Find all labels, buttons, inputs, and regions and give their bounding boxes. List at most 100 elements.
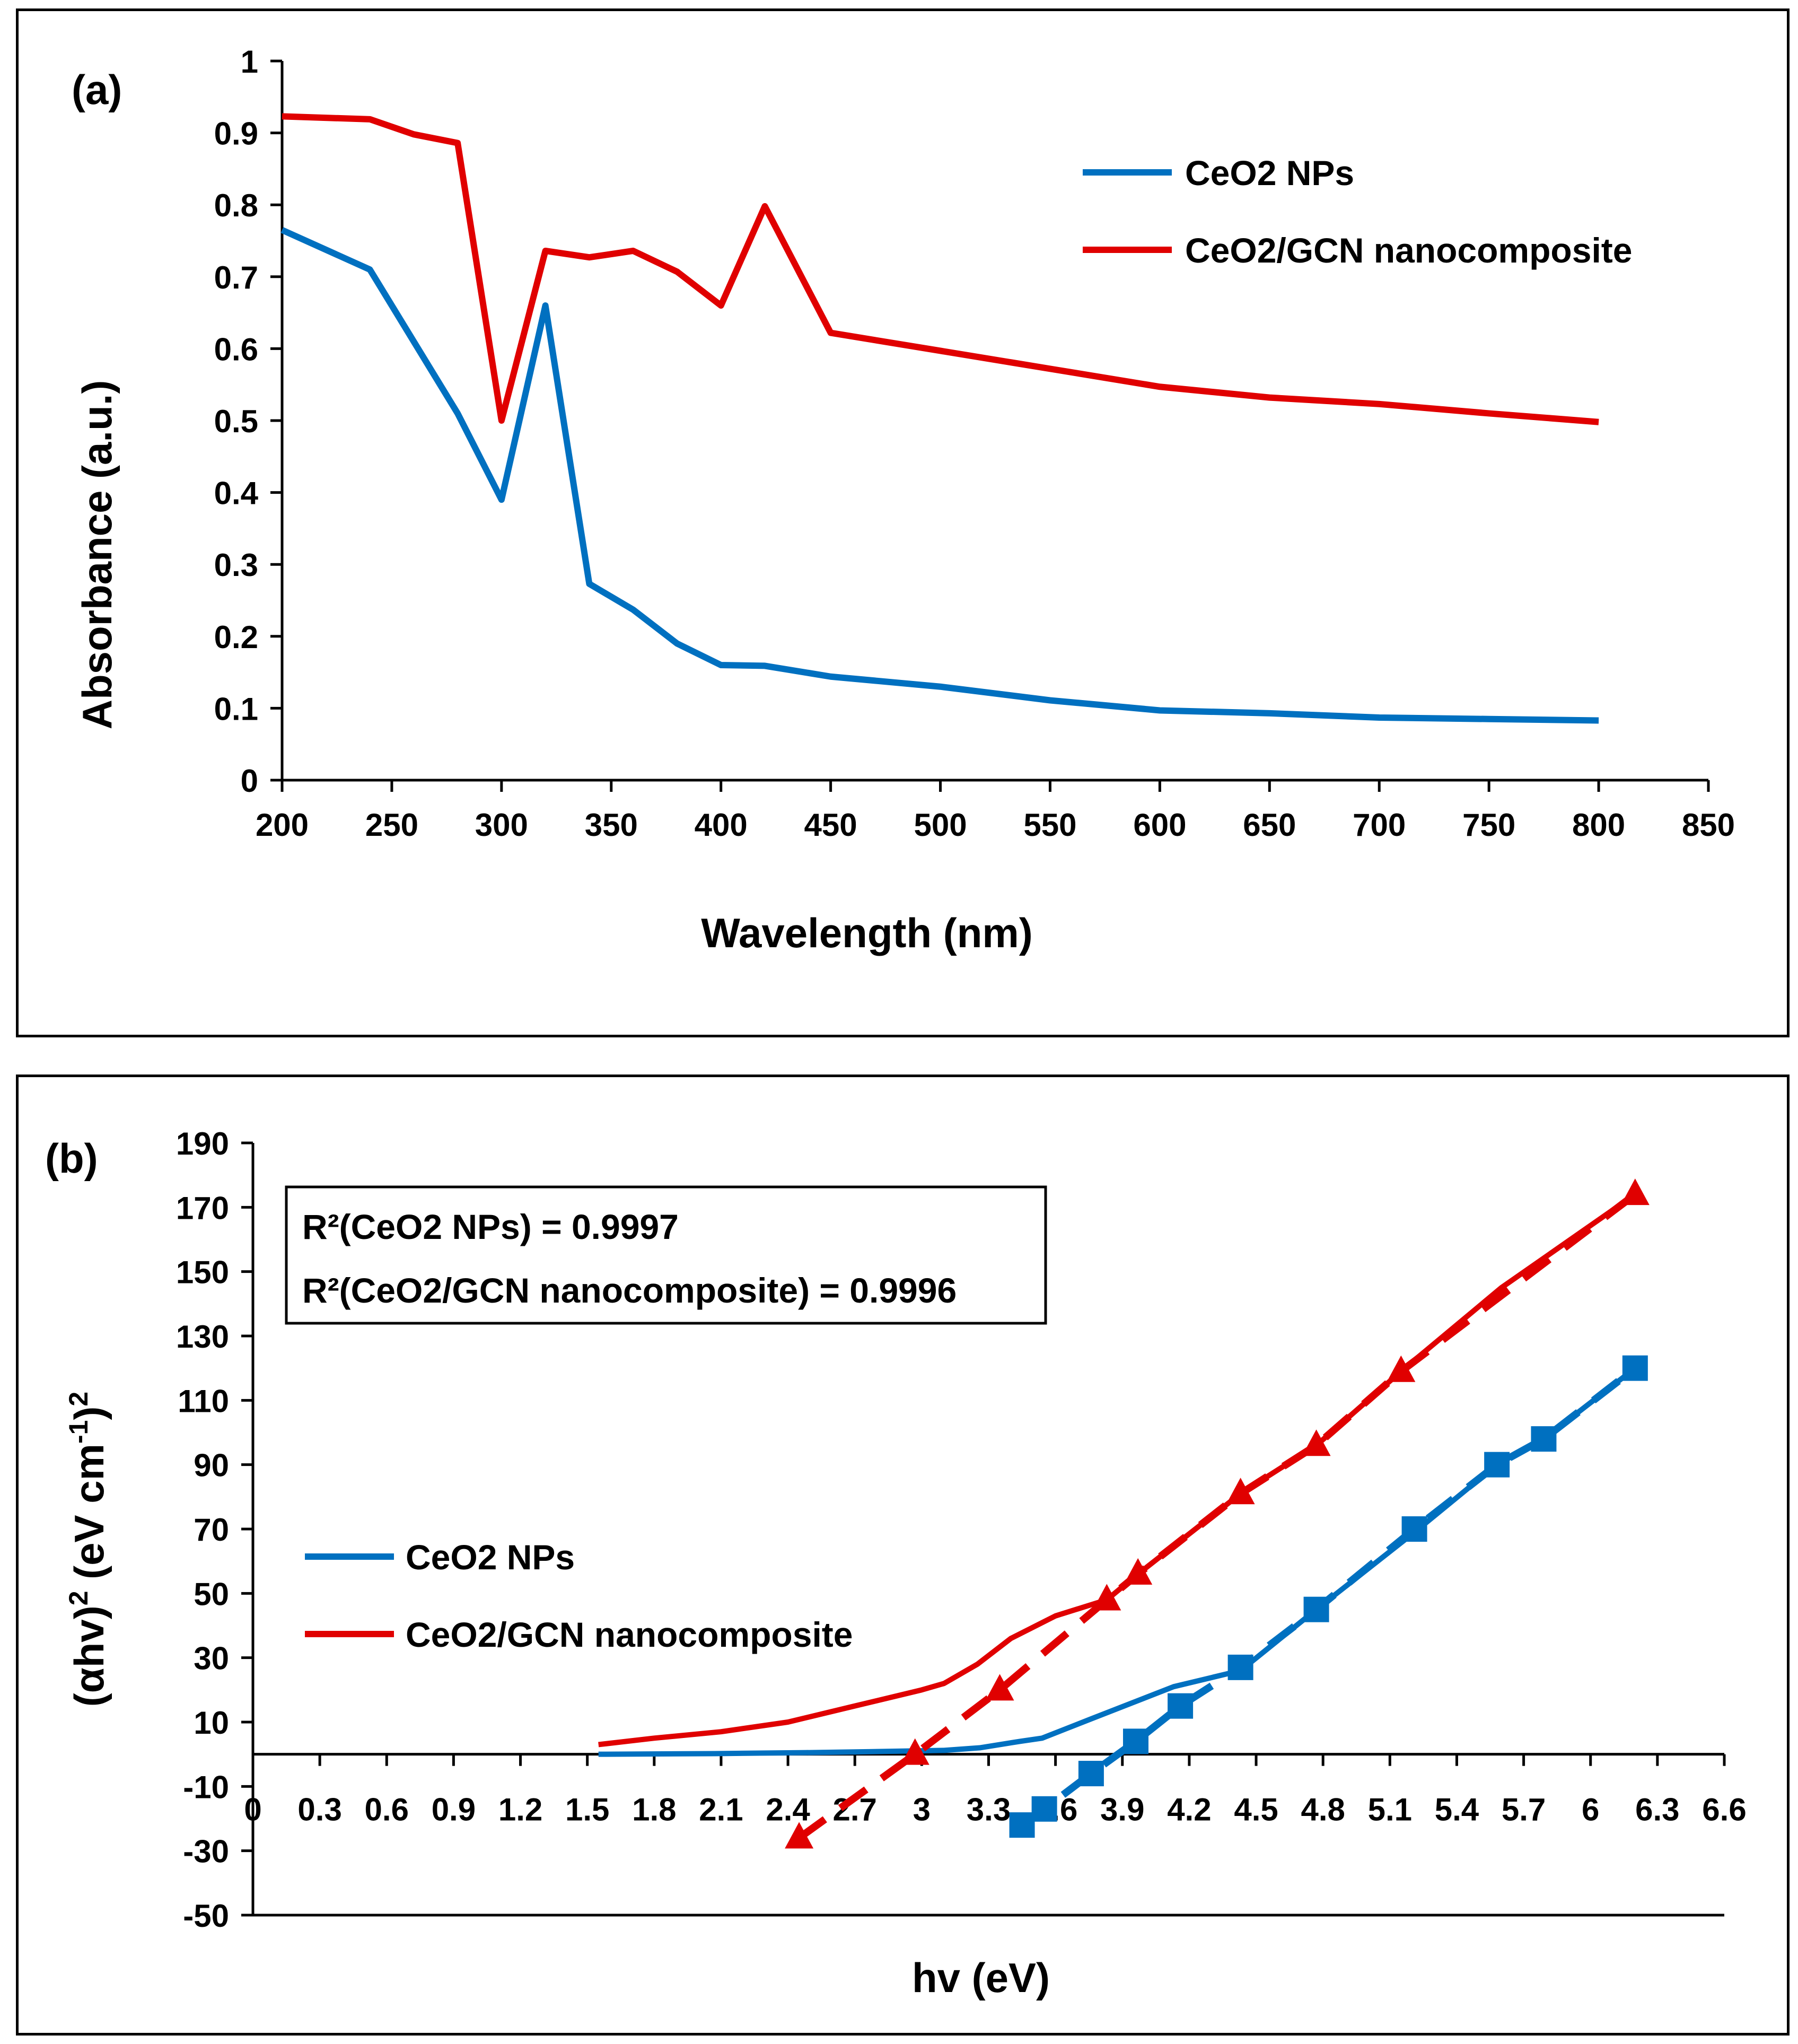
y-axis-label-b-sup1: 2	[64, 1591, 93, 1605]
y-tick-label-b: 190	[176, 1126, 229, 1161]
r-squared-box-border	[285, 1185, 1047, 1325]
data-point-triangle-ceo2-gcn-nanocomposite-fit	[1387, 1355, 1416, 1382]
data-point-square-ceo2-nps-fit	[1227, 1654, 1253, 1680]
x-tick-label-a: 250	[365, 807, 418, 843]
data-point-square-ceo2-nps-fit	[1168, 1693, 1194, 1719]
chart-b-svg: (b) hv (eV) (αhv)2 (eV cm-1)2 R²(CeO2 NP…	[45, 1126, 1747, 2001]
y-tick-label-a: 0	[241, 763, 258, 799]
x-tick-label-b: 0.6	[365, 1792, 409, 1828]
data-point-triangle-ceo2-gcn-nanocomposite-fit	[785, 1822, 814, 1849]
y-axis-label-b-main: (αhv)	[66, 1605, 112, 1707]
x-tick-label-a: 300	[475, 807, 528, 843]
y-tick-label-a: 0.7	[214, 260, 258, 295]
y-tick-label-a: 1	[241, 44, 258, 80]
x-tick-label-b: 0.3	[297, 1792, 341, 1828]
y-tick-label-b: 70	[194, 1512, 229, 1548]
x-tick-label-b: 4.2	[1167, 1792, 1211, 1828]
data-point-square-ceo2-nps-fit	[1622, 1355, 1648, 1381]
x-tick-label-b: 4.8	[1301, 1792, 1345, 1828]
y-tick-label-a: 0.8	[214, 188, 258, 223]
x-tick-label-b: 3.3	[967, 1792, 1011, 1828]
y-tick-label-a: 0.1	[214, 691, 258, 727]
x-tick-label-a: 350	[585, 807, 638, 843]
chart-panel-b: (b) hv (eV) (αhv)2 (eV cm-1)2 R²(CeO2 NP…	[16, 1075, 1790, 2036]
r-squared-gcn: R²(CeO2/GCN nanocomposite) = 0.9996	[302, 1271, 957, 1310]
data-point-triangle-ceo2-gcn-nanocomposite-fit	[1226, 1478, 1255, 1505]
x-tick-label-a: 750	[1462, 807, 1515, 843]
data-point-square-ceo2-nps-fit	[1484, 1452, 1510, 1478]
x-tick-label-b: 4.5	[1234, 1792, 1278, 1828]
data-point-square-ceo2-nps-fit	[1401, 1516, 1427, 1542]
data-point-triangle-ceo2-gcn-nanocomposite-fit	[985, 1674, 1014, 1701]
y-tick-label-b: 10	[194, 1705, 229, 1741]
x-tick-label-b: 1.8	[632, 1792, 676, 1828]
x-tick-label-b: 3	[913, 1792, 931, 1828]
chart-panel-a: (a) Wavelength (nm) Absorbance (a.u.) Ce…	[16, 8, 1790, 1037]
y-tick-label-b: -30	[183, 1834, 229, 1870]
r-squared-box: R²(CeO2 NPs) = 0.9997 R²(CeO2/GCN nanoco…	[285, 1185, 1047, 1325]
x-tick-label-b: 2.4	[766, 1792, 810, 1828]
panel-label-a: (a)	[72, 66, 122, 113]
y-axis-label-b: (αhv)2 (eV cm-1)2	[64, 1392, 112, 1707]
y-axis-label-b-sup2: -1	[64, 1420, 93, 1444]
legend-b: CeO2 NPs CeO2/GCN nanocomposite	[305, 1538, 853, 1654]
y-tick-label-a: 0.6	[214, 331, 258, 367]
data-point-square-ceo2-nps-fit	[1303, 1596, 1329, 1622]
x-tick-label-a: 600	[1133, 807, 1186, 843]
y-tick-label-b: 90	[194, 1448, 229, 1483]
x-tick-label-a: 850	[1682, 807, 1735, 843]
x-tick-label-b: 6.3	[1635, 1792, 1679, 1828]
x-tick-label-b: 6.6	[1702, 1792, 1746, 1828]
x-tick-label-a: 650	[1243, 807, 1296, 843]
legend-a-label-gcn: CeO2/GCN nanocomposite	[1185, 231, 1632, 270]
x-tick-label-a: 400	[695, 807, 748, 843]
data-point-triangle-ceo2-gcn-nanocomposite-fit	[1302, 1429, 1331, 1456]
x-tick-label-b: 5.4	[1435, 1792, 1479, 1828]
y-tick-label-a: 0.5	[214, 404, 258, 439]
data-point-square-ceo2-nps-fit	[1078, 1761, 1104, 1787]
y-tick-label-a: 0.4	[214, 476, 259, 511]
x-tick-label-a: 450	[804, 807, 857, 843]
x-tick-label-b: 1.2	[498, 1792, 542, 1828]
panel-label-b: (b)	[45, 1135, 98, 1182]
data-point-triangle-ceo2-gcn-nanocomposite-fit	[900, 1738, 929, 1765]
legend-a: CeO2 NPs CeO2/GCN nanocomposite	[1083, 153, 1632, 270]
x-axis-label-a: Wavelength (nm)	[701, 910, 1032, 956]
legend-b-label-gcn: CeO2/GCN nanocomposite	[406, 1615, 853, 1654]
data-point-triangle-ceo2-gcn-nanocomposite-fit	[1620, 1178, 1650, 1206]
y-tick-label-a: 0.3	[214, 547, 258, 583]
series-line-a-ceo2-gcn-nanocomposite	[282, 113, 1599, 425]
y-tick-label-b: 50	[194, 1576, 229, 1612]
y-tick-label-b: 170	[176, 1190, 229, 1226]
series-line-b-ceo2-nps	[598, 1366, 1637, 1757]
r-squared-ceo2: R²(CeO2 NPs) = 0.9997	[302, 1207, 679, 1246]
x-tick-label-b: 3.9	[1100, 1792, 1144, 1828]
x-tick-label-a: 800	[1572, 807, 1625, 843]
y-tick-label-b: 130	[176, 1319, 229, 1355]
y-tick-label-a: 0.9	[214, 116, 258, 152]
y-axis-label-a: Absorbance (a.u.)	[74, 380, 120, 730]
y-tick-label-b: -50	[183, 1898, 229, 1934]
x-tick-label-a: 550	[1023, 807, 1076, 843]
y-tick-label-b: -10	[183, 1769, 229, 1805]
x-tick-label-b: 6	[1582, 1792, 1599, 1828]
series-line-a-ceo2-nps	[280, 227, 1599, 724]
legend-a-label-ceo2: CeO2 NPs	[1185, 153, 1354, 193]
y-tick-label-b: 110	[178, 1383, 229, 1419]
y-axis-label-b-end: )	[66, 1407, 112, 1420]
x-tick-label-b: 5.1	[1368, 1792, 1412, 1828]
x-tick-label-b: 2.1	[699, 1792, 743, 1828]
y-tick-label-a: 0.2	[214, 619, 258, 655]
data-point-square-ceo2-nps-fit	[1031, 1796, 1057, 1822]
data-point-square-ceo2-nps-fit	[1123, 1728, 1148, 1754]
y-tick-label-b: 30	[194, 1641, 229, 1676]
data-point-triangle-ceo2-gcn-nanocomposite-fit	[1092, 1584, 1121, 1611]
x-tick-label-b: 0	[244, 1792, 261, 1828]
data-point-triangle-ceo2-gcn-nanocomposite-fit	[1124, 1558, 1153, 1585]
data-point-square-ceo2-nps-fit	[1009, 1812, 1035, 1838]
x-tick-label-b: 0.9	[432, 1792, 476, 1828]
chart-a-svg: (a) Wavelength (nm) Absorbance (a.u.) Ce…	[72, 44, 1735, 956]
x-tick-label-a: 200	[256, 807, 309, 843]
x-tick-label-b: 1.5	[565, 1792, 609, 1828]
x-tick-label-a: 500	[914, 807, 967, 843]
